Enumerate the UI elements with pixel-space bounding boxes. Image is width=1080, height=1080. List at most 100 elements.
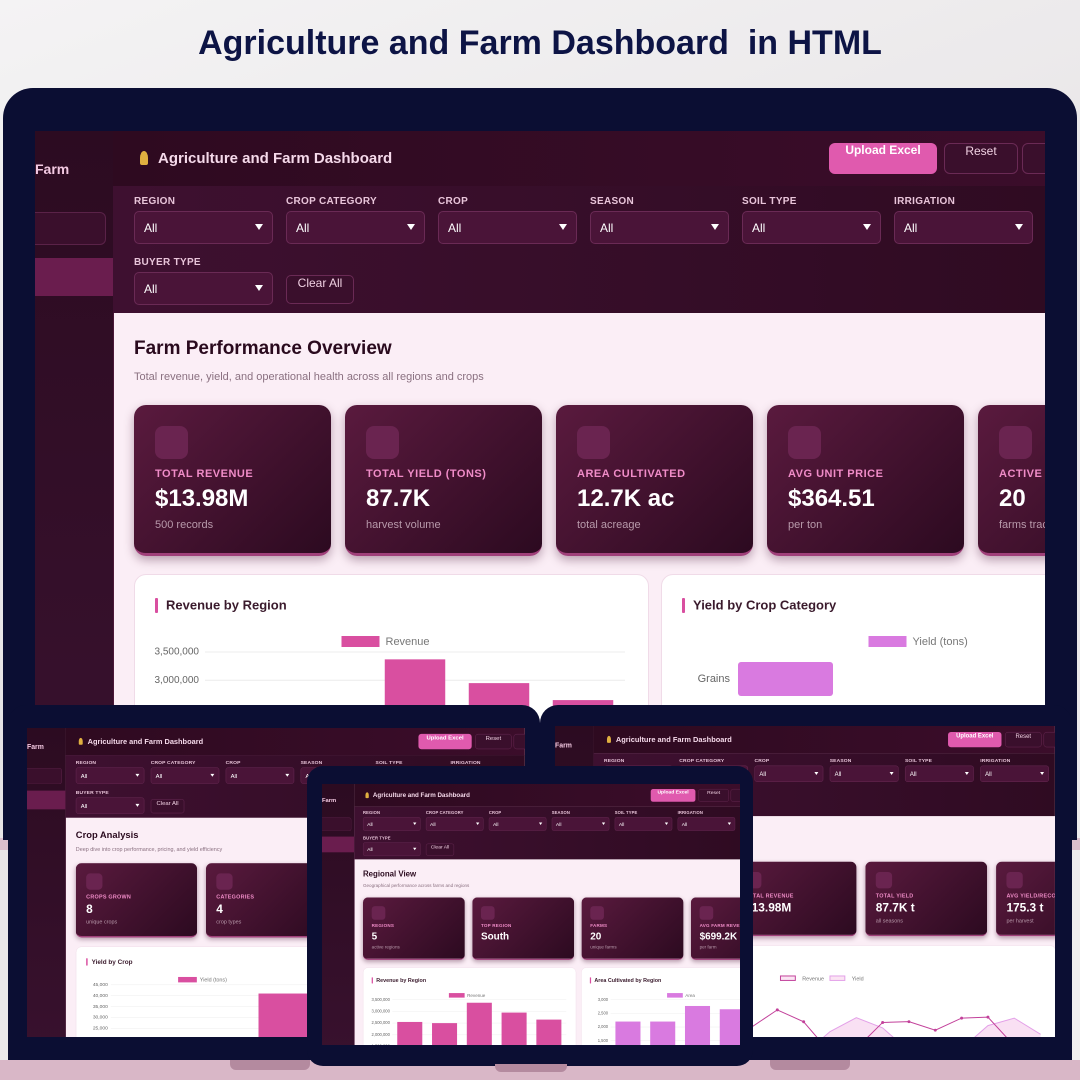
y-tick-label: 2,000,000 [372,1032,391,1037]
kpi-note: active regions [371,944,400,950]
kpi-label: AVG FARM REVENUE [699,923,740,929]
sidebar-search[interactable] [35,212,106,245]
sidebar-search[interactable] [322,817,352,832]
filter-select[interactable]: All [754,765,824,782]
filter-value: All [448,221,462,235]
kpi-card: AVG YIELD/RECORD 175.3 t per harvest [996,861,1055,937]
filter-select[interactable]: All [286,211,425,244]
filter-select[interactable]: All [134,272,273,305]
header: Agriculture and Farm Dashboard Upload Exc… [113,131,1045,187]
reset-button[interactable]: Reset [698,788,729,802]
kpi-icon [875,872,893,889]
filter-select[interactable]: All [134,211,273,244]
sidebar: Farm [27,728,66,1037]
kpi-icon [699,906,714,920]
brand: Farm [35,161,70,177]
filter-select[interactable]: All [75,797,145,814]
page-subtitle: Deep dive into crop performance, pricing… [75,846,223,853]
filter-label: IRRIGATION [450,760,481,766]
sidebar-active-item[interactable] [27,790,66,810]
legend-label: Yield (tons) [913,636,968,648]
wheat-icon [78,737,83,745]
upload-button[interactable]: Upload Excel [650,788,696,802]
kpi-note: unique crops [86,919,118,926]
dropdown-arrow [135,803,140,807]
dropdown-arrow [210,773,215,777]
download-button[interactable] [730,788,740,802]
bar [536,1019,562,1045]
filter-value: All [155,772,163,780]
clear-button[interactable]: Clear All [286,275,354,304]
chart-card: Area Cultivated by Region Area 3,000 2,500 2… [581,967,740,1045]
download-button[interactable] [513,733,525,750]
filter-select[interactable]: All [904,765,974,782]
kpi-card: AVG FARM REVENUE$699.2K per farm [690,897,740,960]
line-dot [933,1028,937,1032]
filter-select[interactable]: All [362,817,421,831]
y-tick-label: 45,000 [93,982,108,988]
filter-value: All [367,821,373,828]
filter-select[interactable]: All [488,817,547,831]
tablet-notch [495,1064,567,1072]
filter-select[interactable]: All [225,767,295,784]
kpi-label: AREA CULTIVATED [577,468,686,480]
filter-select[interactable]: All [75,767,145,784]
bar [615,1021,641,1045]
filter-label: IRRIGATION [980,758,1011,764]
y-tick-label: 3,000 [598,997,609,1002]
sidebar-active-item[interactable] [322,836,355,853]
dropdown-arrow [601,822,606,825]
clear-button[interactable]: Clear All [150,798,185,814]
y-tick-label: 3,500,000 [155,647,200,658]
dropdown-arrow [711,224,719,230]
filter-label: SOIL TYPE [904,758,933,764]
filter-select[interactable]: All [438,211,577,244]
reset-button[interactable]: Reset [1004,731,1042,748]
filter-value: All [144,221,158,235]
download-button[interactable] [1022,143,1045,174]
chart: Yield by Crop Yield (tons) 45,000 40,000 35,… [86,958,318,1037]
kpi-icon [480,906,495,920]
filter-select[interactable]: All [742,211,881,244]
kpi-value: $13.98M [745,901,792,915]
filter-label: SEASON [551,810,571,816]
sidebar-active-item[interactable] [35,258,113,296]
wheat-icon [365,792,369,799]
upload-button[interactable]: Upload Excel [829,143,937,174]
kpi-icon [999,426,1032,459]
upload-button[interactable]: Upload Excel [418,733,472,750]
kpi-note: per harvest [1006,918,1034,924]
dropdown-arrow [407,224,415,230]
filter-select[interactable]: All [677,817,736,831]
upload-button[interactable]: Upload Excel [948,731,1002,748]
kpi-note: farms tracked [999,519,1045,531]
filter-select[interactable]: All [425,817,484,831]
reset-button[interactable]: Reset [475,733,512,750]
bar [719,1009,740,1045]
filter-select[interactable]: All [551,817,610,831]
filter-select[interactable]: All [829,765,899,782]
sidebar-search[interactable] [27,767,63,785]
filter-select[interactable]: All [362,842,421,857]
filter-select[interactable]: All [150,767,220,784]
y-tick-label: 3,000,000 [372,1008,391,1013]
filter-select[interactable]: All [980,765,1050,782]
filter-select[interactable]: All [614,817,673,831]
reset-button[interactable]: Reset [944,143,1018,174]
kpi-value: 8 [86,902,93,916]
filter-select[interactable]: All [894,211,1033,244]
kpi-note: harvest volume [366,519,441,531]
y-tick-label: 2,500 [598,1010,609,1015]
kpi-label: CATEGORIES [216,894,255,901]
filter-value: All [80,802,88,810]
filter-label: CROP CATEGORY [425,810,464,816]
filter-label: REGION [362,810,381,816]
filter-select[interactable]: All [590,211,729,244]
brand: Farm [322,796,337,804]
page-title: Regional View [362,869,417,879]
filter-label: CROP [754,758,770,764]
download-button[interactable] [1043,731,1055,748]
clear-button[interactable]: Clear All [425,843,455,856]
kpi-note: total acreage [577,519,641,531]
line-dot [802,1020,806,1024]
